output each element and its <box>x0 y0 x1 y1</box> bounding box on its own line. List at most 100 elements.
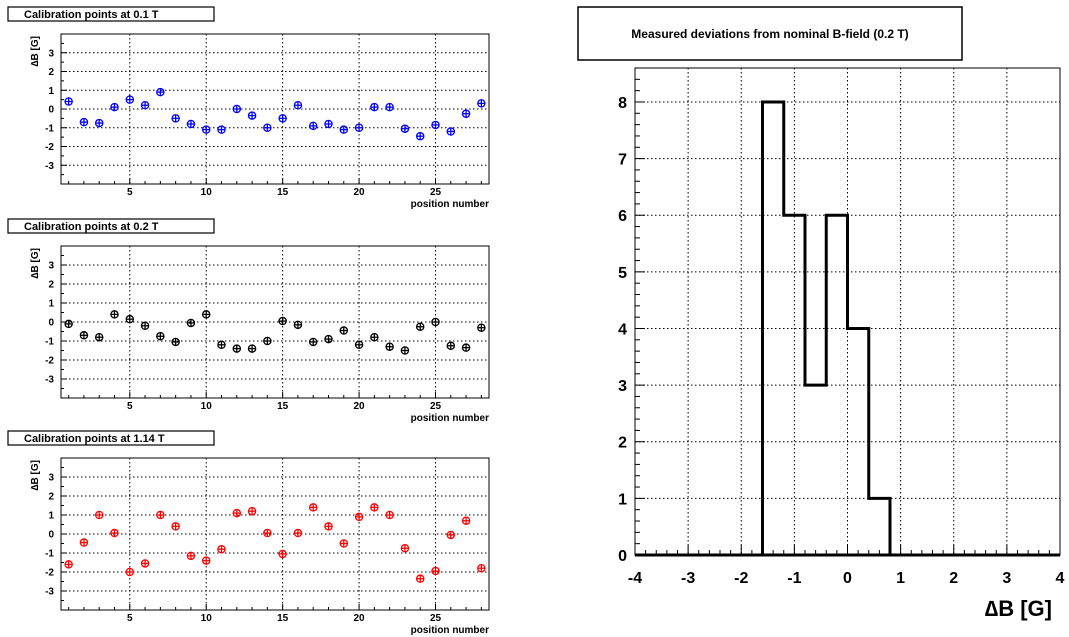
data-point <box>415 131 425 141</box>
data-point <box>461 516 471 525</box>
data-point <box>415 322 425 331</box>
data-point <box>79 331 89 340</box>
data-point <box>156 510 165 520</box>
data-point <box>201 125 211 134</box>
data-point <box>431 120 440 130</box>
data-point <box>431 566 440 576</box>
data-point <box>217 125 226 134</box>
y-tick-label: -3 <box>45 587 54 598</box>
y-tick-label: -1 <box>45 123 54 134</box>
data-point <box>385 510 394 520</box>
x-tick-label: 5 <box>127 613 133 624</box>
y-tick-label: 8 <box>618 95 627 112</box>
data-point <box>247 111 257 120</box>
data-point <box>446 127 456 136</box>
y-tick-label: -3 <box>45 375 54 386</box>
panel-title: Calibration points at 0.1 T <box>24 9 159 21</box>
data-point <box>94 510 104 520</box>
y-axis-label: ∆B [G] <box>30 460 41 491</box>
data-point <box>79 538 89 547</box>
data-point <box>247 506 257 516</box>
data-point <box>64 97 73 106</box>
data-point <box>446 341 456 350</box>
data-point <box>171 337 180 347</box>
scatter-panel-3: Calibration points at 1.14 T5 10 15 20 25-3-… <box>7 430 490 636</box>
y-tick-label: 0 <box>48 318 54 329</box>
data-point <box>171 114 180 123</box>
data-point <box>400 346 410 355</box>
data-point <box>308 337 318 347</box>
x-axis-label: position number <box>411 625 489 636</box>
data-point <box>293 528 303 538</box>
y-tick-label: 1 <box>48 86 54 97</box>
data-point <box>232 508 242 518</box>
data-point <box>201 556 211 565</box>
scatter-panel-1: Calibration points at 0.1 T5 10 15 20 25-3-2… <box>7 6 490 210</box>
histogram-title-box <box>577 6 963 61</box>
data-point <box>263 528 272 538</box>
x-tick-label: 25 <box>430 613 442 624</box>
data-point <box>370 332 379 342</box>
data-point <box>156 87 165 97</box>
data-point <box>232 104 242 114</box>
data-point <box>140 321 150 331</box>
data-point <box>125 314 135 324</box>
panel-title-box <box>7 6 215 22</box>
histogram-outline <box>761 100 892 555</box>
x-tick-label: 5 <box>127 187 133 198</box>
data-point <box>201 310 211 319</box>
x-tick-label: 2 <box>949 570 958 587</box>
y-tick-label: 0 <box>48 105 54 116</box>
data-point <box>385 102 394 112</box>
data-point <box>217 544 226 554</box>
y-tick-label: 2 <box>48 492 54 503</box>
data-point <box>263 336 272 346</box>
histogram-panel: Measured deviations from nominal B-field… <box>577 6 1065 621</box>
data-point <box>370 102 379 112</box>
data-point <box>461 109 471 118</box>
y-tick-label: -1 <box>45 549 54 560</box>
data-point <box>293 320 303 330</box>
data-point <box>339 326 349 335</box>
x-tick-label: 25 <box>430 401 442 412</box>
data-point <box>110 102 119 112</box>
x-axis-label: position number <box>411 199 489 210</box>
x-tick-label: 10 <box>201 401 213 412</box>
panel-title-box <box>7 218 215 234</box>
y-tick-label: 1 <box>48 299 54 310</box>
y-axis-label: ∆B [G] <box>30 248 41 279</box>
x-axis-label: ∆B [G] <box>985 596 1052 621</box>
y-tick-label: -2 <box>45 568 54 579</box>
data-point <box>140 101 150 110</box>
data-point <box>385 342 394 351</box>
data-point <box>156 331 165 341</box>
data-point <box>308 503 318 512</box>
data-point <box>400 124 410 133</box>
data-point <box>110 310 119 319</box>
x-tick-label: 0 <box>843 570 852 587</box>
data-point <box>186 318 196 328</box>
data-point <box>354 340 364 350</box>
data-point <box>293 101 303 110</box>
y-tick-label: 3 <box>618 378 627 395</box>
x-tick-label: 5 <box>127 401 133 412</box>
data-point <box>110 528 119 538</box>
panel-title: Calibration points at 1.14 T <box>24 433 165 445</box>
x-tick-label: 15 <box>277 613 289 624</box>
data-point <box>125 95 135 104</box>
x-tick-label: -1 <box>787 570 801 587</box>
data-point <box>324 522 333 531</box>
x-tick-label: 10 <box>201 613 213 624</box>
data-point <box>79 117 89 127</box>
y-tick-label: 3 <box>48 261 54 272</box>
data-point <box>339 125 349 134</box>
data-point <box>477 99 486 108</box>
x-tick-label: 3 <box>1002 570 1011 587</box>
y-tick-label: 2 <box>618 435 627 452</box>
y-tick-label: 4 <box>618 321 627 338</box>
y-tick-label: 7 <box>618 152 627 169</box>
data-point <box>400 544 410 553</box>
x-tick-label: 15 <box>277 401 289 412</box>
y-tick-label: 1 <box>48 511 54 522</box>
data-point <box>415 574 425 583</box>
